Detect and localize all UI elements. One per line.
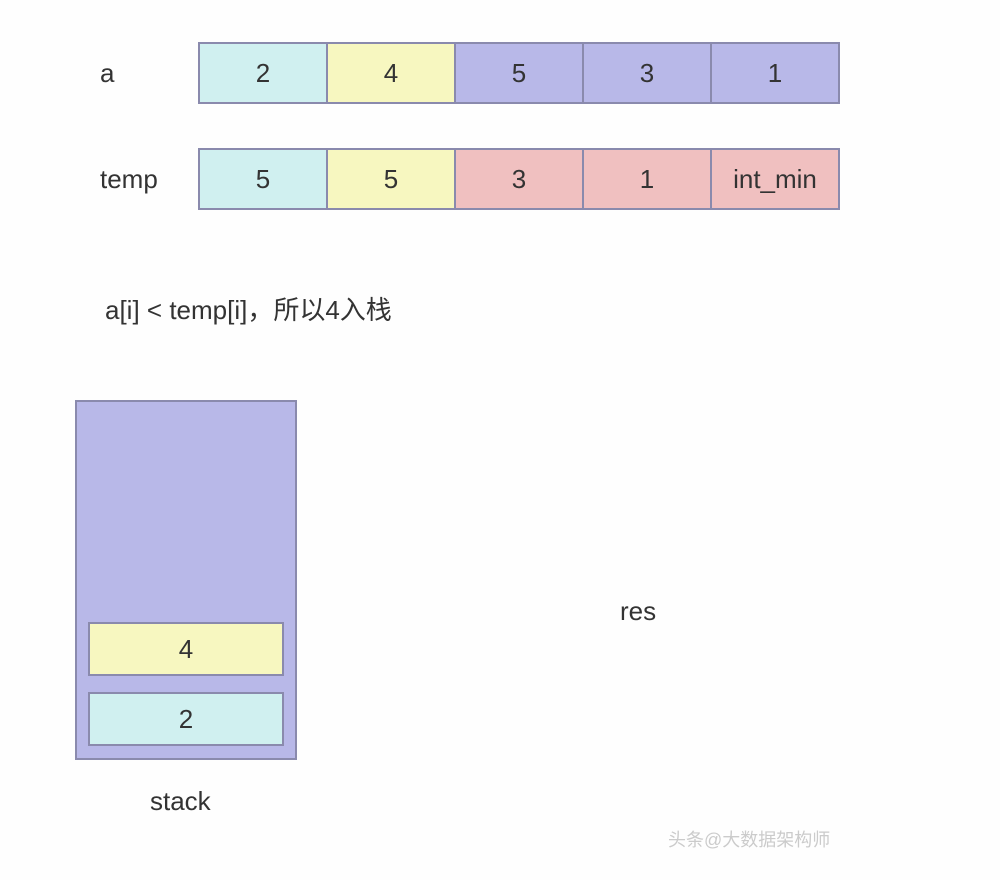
array-temp-cell: 1: [582, 148, 712, 210]
watermark-text: 头条@大数据架构师: [668, 826, 830, 852]
array-a-row: a 24531: [100, 42, 840, 104]
array-temp-cells: 5531int_min: [198, 148, 840, 210]
array-temp-cell: int_min: [710, 148, 840, 210]
res-label: res: [620, 596, 656, 627]
array-a-cell: 5: [454, 42, 584, 104]
stack-label: stack: [150, 786, 211, 817]
stack-container: 24: [75, 400, 297, 760]
stack-item: 4: [88, 622, 284, 676]
array-a-cell: 2: [198, 42, 328, 104]
array-a-cell: 3: [582, 42, 712, 104]
array-temp-cell: 5: [326, 148, 456, 210]
array-temp-cell: 5: [198, 148, 328, 210]
array-a-cells: 24531: [198, 42, 840, 104]
array-temp-label: temp: [100, 164, 200, 195]
array-a-label: a: [100, 58, 200, 89]
array-a-cell: 4: [326, 42, 456, 104]
array-temp-row: temp 5531int_min: [100, 148, 840, 210]
array-temp-cell: 3: [454, 148, 584, 210]
caption-text: a[i] < temp[i]，所以4入栈: [105, 290, 392, 327]
stack-item: 2: [88, 692, 284, 746]
array-a-cell: 1: [710, 42, 840, 104]
